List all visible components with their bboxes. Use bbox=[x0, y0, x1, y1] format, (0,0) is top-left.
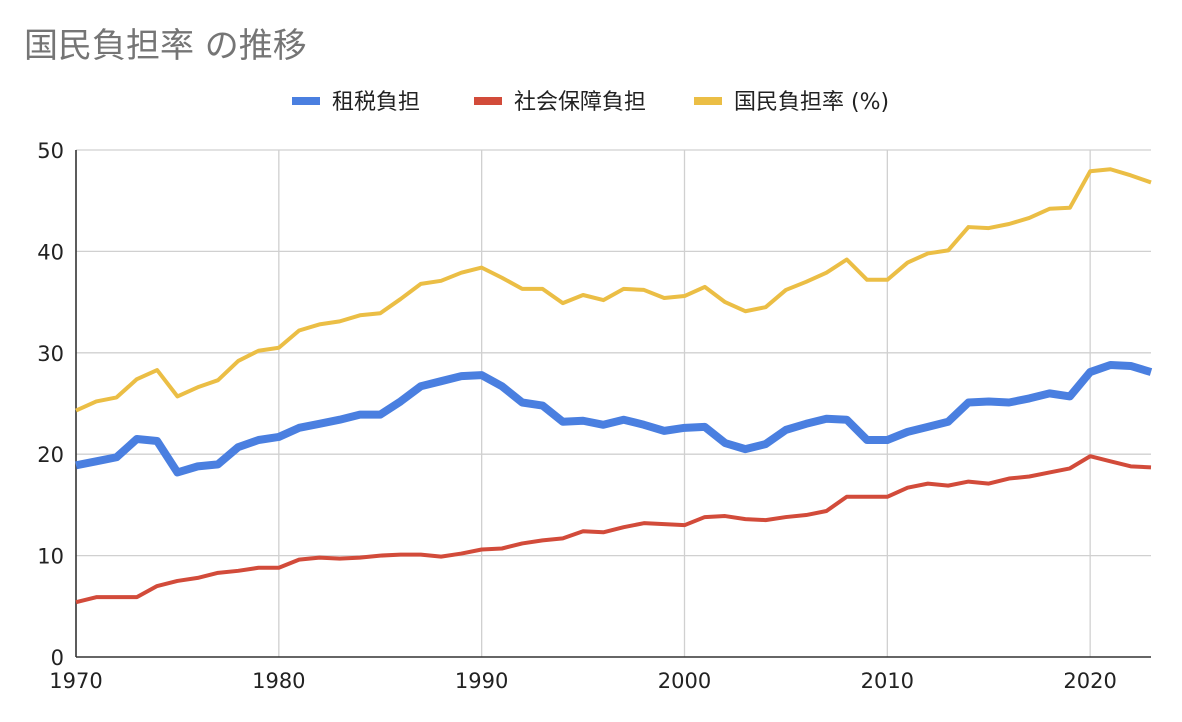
legend-label-2: 国民負担率 (%) bbox=[734, 90, 889, 115]
legend-label-0: 租税負担 bbox=[332, 90, 420, 115]
x-tick-label: 2020 bbox=[1063, 669, 1116, 693]
y-tick-label: 0 bbox=[51, 646, 64, 670]
y-tick-label: 50 bbox=[37, 139, 64, 163]
x-tick-label: 1980 bbox=[252, 669, 305, 693]
legend-label-1: 社会保障負担 bbox=[514, 90, 646, 115]
y-tick-label: 10 bbox=[37, 545, 64, 569]
series-layer bbox=[75, 167, 1153, 605]
x-tick-label: 1990 bbox=[455, 669, 508, 693]
axes bbox=[75, 150, 1151, 658]
series-line-2 bbox=[75, 167, 1152, 413]
x-tick-label: 1970 bbox=[49, 669, 102, 693]
series-line-1 bbox=[75, 454, 1152, 605]
x-tick-label: 2000 bbox=[658, 669, 711, 693]
y-tick-label: 40 bbox=[37, 240, 64, 264]
series-line-0 bbox=[75, 360, 1153, 477]
y-tick-label: 20 bbox=[37, 443, 64, 467]
x-tick-label: 2010 bbox=[861, 669, 914, 693]
y-tick-label: 30 bbox=[37, 342, 64, 366]
chart-title: 国民負担率 の推移 bbox=[24, 26, 307, 66]
legend: 租税負担 社会保障負担 国民負担率 (%) bbox=[292, 90, 889, 115]
tick-labels: 0 10 20 30 40 50 1970 1980 1990 2000 2010 2020 bbox=[37, 139, 1117, 693]
